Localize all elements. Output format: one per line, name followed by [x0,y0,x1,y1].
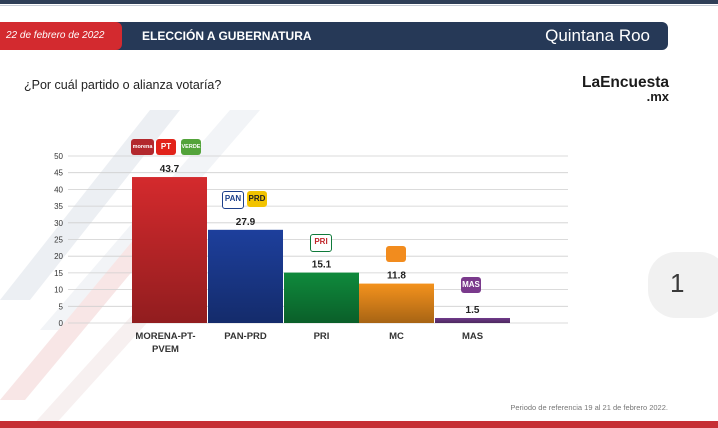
y-tick-label: 20 [54,252,63,261]
bar-shading [359,283,434,323]
reference-footnote: Periodo de referencia 19 al 21 de febrer… [510,403,668,412]
brand-logo: LaEncuesta .mx [574,74,669,104]
bar-shading [208,229,283,323]
y-tick-label: 5 [59,302,64,311]
bottom-border [0,421,718,428]
party-logo-pt: PT [156,139,176,155]
state-name: Quintana Roo [545,26,650,45]
category-label: PVEM [152,344,179,355]
category-label: PRI [314,331,330,342]
category-label: MAS [462,331,483,342]
y-tick-label: 0 [59,319,64,328]
brand-name: LaEncuesta [581,74,669,91]
y-tick-label: 25 [54,236,63,245]
party-logo-morena: morena [131,139,154,155]
banner-title: ELECCIÓN A GUBERNATURA [142,29,312,43]
party-logo-mc [386,246,406,262]
survey-question: ¿Por cuál partido o alianza votaría? [24,78,222,92]
party-logo-pri: PRI [310,234,332,252]
y-tick-label: 50 [54,152,63,161]
top-border [0,0,718,4]
y-tick-label: 10 [54,286,63,295]
party-logo-pan: PAN [222,191,244,209]
data-label: 43.7 [160,164,180,175]
category-label: MC [389,331,404,342]
y-tick-label: 35 [54,202,63,211]
y-tick-label: 30 [54,219,63,228]
data-label: 11.8 [387,271,406,282]
category-label: MORENA-PT- [135,331,195,342]
category-label: PAN-PRD [224,331,267,342]
page-badge [648,252,718,318]
top-border-thin [0,5,718,6]
y-tick-label: 40 [54,185,63,194]
party-logo-mas: MAS [461,277,481,293]
party-logo-prd: PRD [247,191,267,207]
bar-shading [284,272,359,323]
data-label: 15.1 [312,260,332,271]
party-logo-verde: VERDE [181,139,201,155]
brand-domain: .mx [646,89,669,104]
bar-shading [435,317,510,323]
data-label: 27.9 [236,217,256,228]
bar-shading [132,177,207,323]
header-banner: 22 de febrero de 2022 ELECCIÓN A GUBERNA… [0,22,668,50]
page-number: 1 [670,268,685,298]
data-label: 1.5 [466,305,480,316]
y-tick-label: 15 [54,269,63,278]
date-tag: 22 de febrero de 2022 [0,22,122,50]
y-tick-label: 45 [54,169,63,178]
